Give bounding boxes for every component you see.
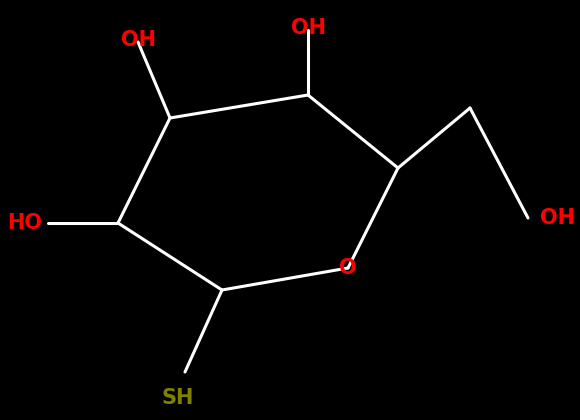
Text: OH: OH: [291, 18, 325, 38]
Text: HO: HO: [7, 213, 42, 233]
Text: OH: OH: [121, 30, 155, 50]
Text: O: O: [339, 258, 357, 278]
Text: OH: OH: [540, 208, 575, 228]
Text: SH: SH: [162, 388, 194, 408]
